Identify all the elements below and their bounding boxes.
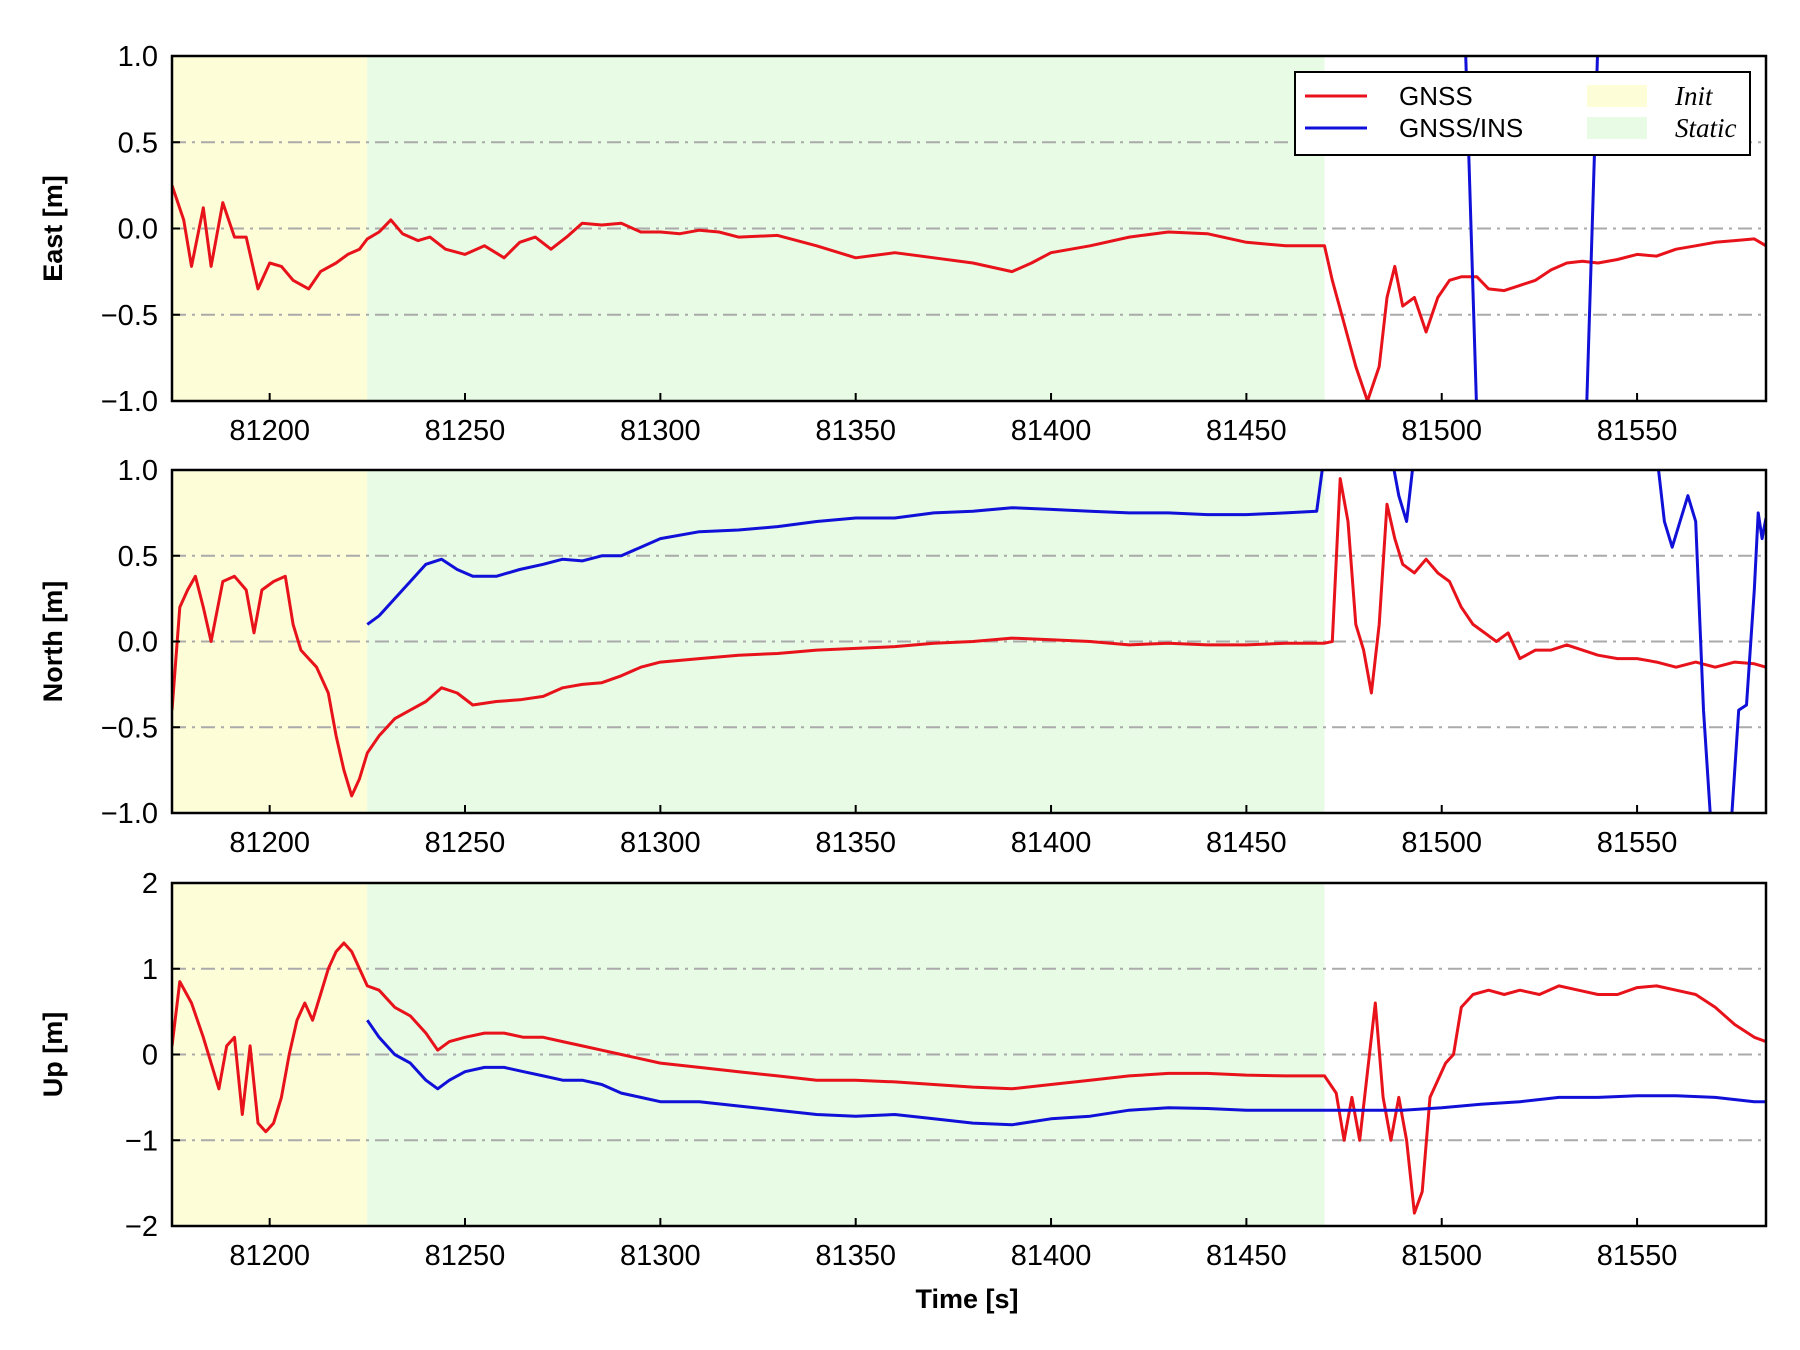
y-tick-label: 1.0 — [118, 455, 158, 487]
x-tick-label: 81300 — [620, 1240, 701, 1272]
y-tick-label: −1.0 — [101, 386, 158, 418]
x-tick-label: 81350 — [815, 415, 896, 447]
legend-label: Init — [1674, 81, 1714, 111]
y-tick-label: 0.0 — [118, 214, 158, 246]
x-tick-label: 81350 — [815, 827, 896, 859]
y-tick-label: −2 — [125, 1211, 158, 1243]
series-gnss-ins — [366, 470, 1766, 813]
x-tick-label: 81350 — [815, 1240, 896, 1272]
legend-swatch — [1587, 117, 1647, 139]
x-tick-label: 81250 — [425, 415, 506, 447]
x-tick-label: 81500 — [1401, 415, 1482, 447]
y-tick-label: 0.5 — [118, 541, 158, 573]
x-tick-label: 81200 — [229, 827, 310, 859]
y-axis-title: Up [m] — [38, 1012, 68, 1097]
panel-1: −1.0 −0.5 0.0 0.5 1.0 81200 81250 81300 81350 814… — [38, 455, 1768, 859]
x-tick-label: 81550 — [1597, 1240, 1678, 1272]
series-gnss — [172, 477, 1766, 798]
y-tick-label: 0.0 — [118, 627, 158, 659]
x-tick-label: 81250 — [425, 1240, 506, 1272]
x-tick-label: 81300 — [620, 415, 701, 447]
x-tick-label: 81450 — [1206, 827, 1287, 859]
y-tick-label: 0 — [142, 1040, 158, 1072]
x-tick-label: 81500 — [1401, 1240, 1482, 1272]
panel-0: −1.0 −0.5 0.0 0.5 1.0 81200 81250 81300 81350 814… — [38, 41, 1768, 447]
x-axis-title: Time [s] — [915, 1284, 1018, 1314]
x-tick-label: 81400 — [1011, 827, 1092, 859]
y-tick-label: 1 — [142, 954, 158, 986]
x-tick-label: 81300 — [620, 827, 701, 859]
x-tick-label: 81450 — [1206, 415, 1287, 447]
x-tick-label: 81200 — [229, 1240, 310, 1272]
legend-label: GNSS/INS — [1399, 113, 1523, 143]
series-gnss-ins — [1464, 56, 1599, 401]
y-tick-label: −1 — [125, 1125, 158, 1157]
x-tick-label: 81500 — [1401, 827, 1482, 859]
y-tick-label: 0.5 — [118, 127, 158, 159]
x-tick-label: 81550 — [1597, 827, 1678, 859]
y-axis-title: North [m] — [38, 581, 68, 702]
series-gnss-ins — [366, 1019, 1766, 1127]
legend-swatch — [1587, 85, 1647, 107]
y-axis-title: East [m] — [38, 175, 68, 282]
x-tick-label: 81400 — [1011, 415, 1092, 447]
x-tick-label: 81400 — [1011, 1240, 1092, 1272]
legend-label: GNSS — [1399, 81, 1473, 111]
series-gnss — [172, 941, 1766, 1215]
y-tick-label: 1.0 — [118, 41, 158, 73]
x-tick-label: 81250 — [425, 827, 506, 859]
y-tick-label: −0.5 — [101, 712, 158, 744]
x-tick-label: 81450 — [1206, 1240, 1287, 1272]
legend-label: Static — [1675, 113, 1737, 143]
y-tick-label: 2 — [142, 868, 158, 900]
series-gnss — [172, 184, 1766, 401]
x-tick-label: 81550 — [1597, 415, 1678, 447]
legend-box — [1294, 71, 1751, 156]
panel-2: −2 −1 0 1 2 81200 81250 81300 81350 81400 81450 815… — [38, 868, 1768, 1272]
y-tick-label: −1.0 — [101, 798, 158, 830]
panels: −1.0 −0.5 0.0 0.5 1.0 81200 81250 81300 81350 814… — [38, 41, 1768, 1272]
y-tick-label: −0.5 — [101, 300, 158, 332]
x-tick-label: 81200 — [229, 415, 310, 447]
